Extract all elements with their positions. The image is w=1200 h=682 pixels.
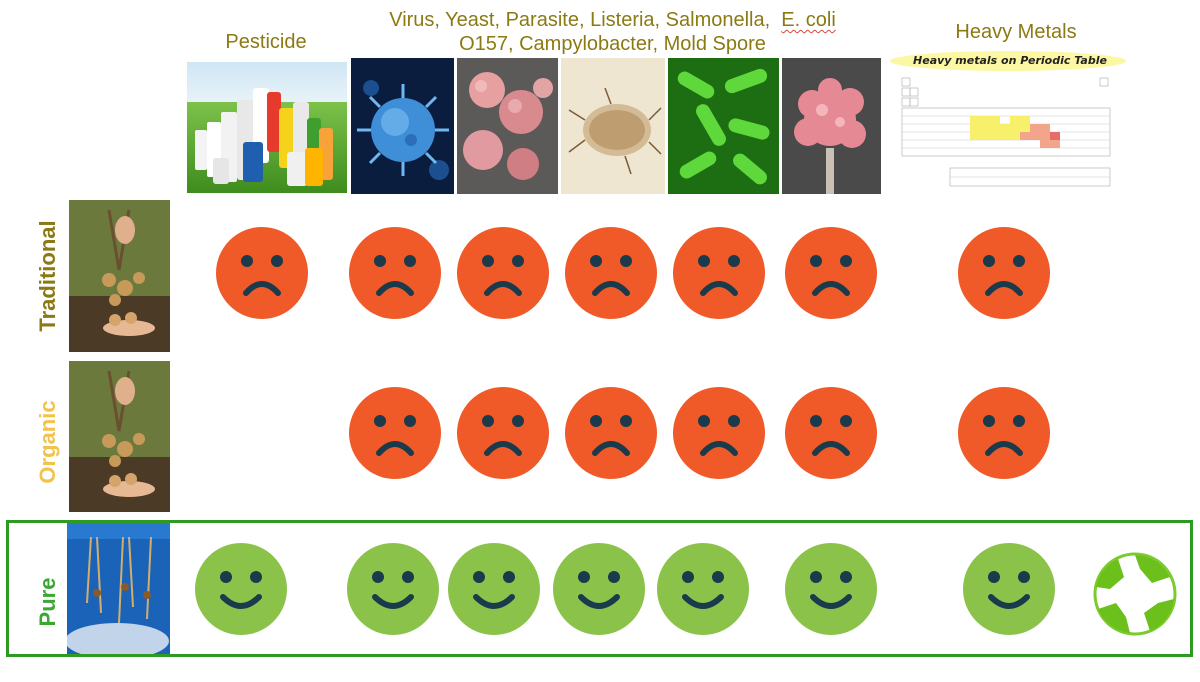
sad-face-icon [785,227,877,319]
sad-face-icon [349,227,441,319]
sad-face-icon [673,387,765,479]
sad-face-icon [673,227,765,319]
mold-spore-image [782,58,881,194]
recycle-logo-icon [1090,549,1180,639]
pure-row-highlight-box [6,520,1193,657]
header-microbes-line2: O157, Campylobacter, Mold Spore [459,33,766,55]
sad-face-icon [216,227,308,319]
yeast-image [457,58,558,194]
sad-face-icon [565,227,657,319]
happy-face-icon [195,543,287,635]
periodic-table-title: Heavy metals on Periodic Table [913,54,1107,67]
happy-face-icon [553,543,645,635]
happy-face-icon [785,543,877,635]
header-microbes: Virus, Yeast, Parasite, Listeria, Salmon… [340,8,885,56]
happy-face-icon [448,543,540,635]
row-label-organic: Organic [35,400,60,484]
periodic-table-image: Heavy metals on Periodic Table [890,50,1130,194]
sad-face-icon [785,387,877,479]
sad-face-icon [457,387,549,479]
header-pesticide: Pesticide [225,31,307,53]
header-microbes-line1: Virus, Yeast, Parasite, Listeria, Salmon… [389,9,771,31]
sad-face-icon [565,387,657,479]
sad-face-icon [349,387,441,479]
happy-face-icon [657,543,749,635]
sad-face-icon [958,387,1050,479]
bacteria-image [668,58,779,194]
organic-harvest-image [69,361,170,512]
header-heavy-metals: Heavy Metals [955,21,1077,43]
header-microbes-coli: E. coli [781,9,836,31]
parasite-image [561,58,665,194]
traditional-harvest-image [69,200,170,352]
sad-face-icon [958,227,1050,319]
happy-face-icon [963,543,1055,635]
virus-image [351,58,454,194]
pure-aeroponic-image [67,523,170,657]
sad-face-icon [457,227,549,319]
pesticide-bottles-image [187,62,347,193]
row-label-traditional: Traditional [35,220,60,332]
happy-face-icon [347,543,439,635]
